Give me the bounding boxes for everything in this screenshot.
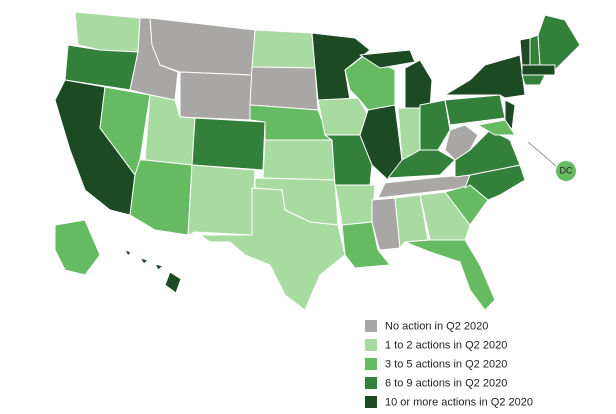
state — [249, 66, 319, 111]
state — [359, 104, 403, 181]
state — [164, 271, 182, 294]
legend-label: 10 or more actions in Q2 2020 — [385, 396, 533, 408]
state — [444, 124, 479, 161]
state — [124, 249, 132, 257]
state — [199, 187, 346, 311]
states — [54, 11, 581, 311]
state — [191, 117, 266, 171]
state — [311, 32, 371, 101]
state — [139, 257, 149, 265]
state — [359, 49, 416, 69]
legend-swatch — [365, 377, 377, 389]
state — [179, 71, 253, 121]
legend-swatch — [365, 396, 377, 408]
state — [404, 59, 433, 111]
dc-marker — [556, 161, 576, 181]
state — [74, 11, 141, 53]
state — [521, 74, 546, 86]
state — [54, 219, 101, 276]
state — [537, 14, 581, 71]
legend-swatch — [365, 358, 377, 370]
state — [504, 99, 516, 131]
state — [251, 29, 316, 69]
state — [444, 94, 506, 126]
state — [334, 184, 376, 226]
state — [387, 149, 456, 179]
legend-swatch — [365, 339, 377, 351]
state — [477, 119, 516, 136]
state — [444, 54, 526, 99]
dc-leader — [527, 141, 557, 167]
state — [519, 37, 531, 66]
legend: No action in Q2 2020 1 to 2 actions in Q2… — [365, 320, 533, 408]
legend-label: 3 to 5 actions in Q2 2020 — [385, 358, 507, 370]
state — [154, 263, 164, 271]
dc-label: DC — [560, 165, 573, 175]
legend-label: 1 to 2 actions in Q2 2020 — [385, 339, 507, 351]
state — [404, 239, 496, 311]
legend-label: No action in Q2 2020 — [385, 320, 488, 332]
state — [317, 97, 369, 136]
state — [262, 139, 336, 181]
state — [454, 129, 521, 178]
state — [187, 164, 256, 236]
state — [149, 17, 256, 76]
legend-swatch — [365, 320, 377, 332]
legend-label: 6 to 9 actions in Q2 2020 — [385, 377, 507, 389]
state — [129, 159, 193, 236]
state — [419, 191, 471, 241]
state — [419, 99, 451, 151]
state — [521, 64, 556, 76]
